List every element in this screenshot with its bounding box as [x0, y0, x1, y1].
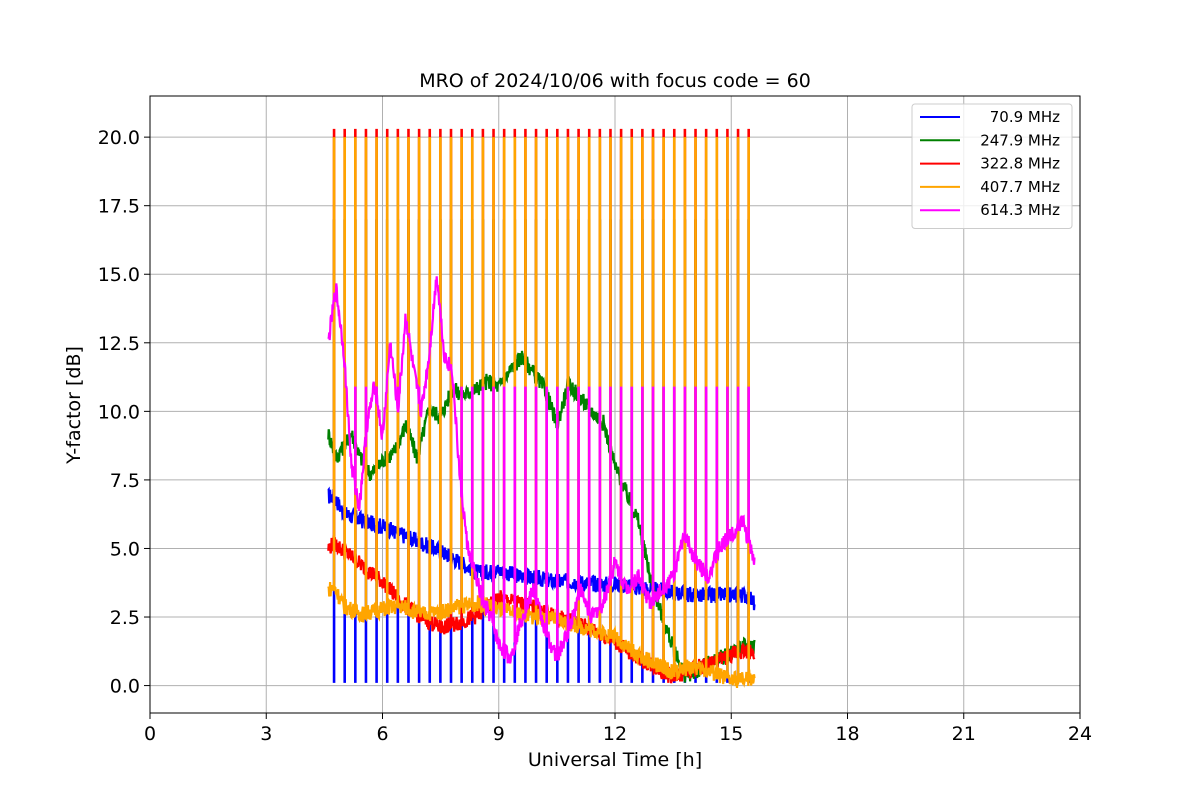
- legend-label: 407.7 MHz: [980, 178, 1060, 196]
- series-line: [327, 276, 756, 664]
- y-tick-label: 20.0: [98, 127, 140, 149]
- y-tick-label: 5.0: [110, 538, 140, 560]
- x-tick-label: 6: [376, 723, 388, 745]
- x-tick-label: 21: [952, 723, 976, 745]
- x-tick-label: 15: [719, 723, 743, 745]
- y-tick-label: 17.5: [98, 196, 140, 218]
- y-tick-label: 15.0: [98, 264, 140, 286]
- y-tick-label: 0.0: [110, 676, 140, 698]
- y-tick-label: 10.0: [98, 401, 140, 423]
- x-tick-label: 3: [260, 723, 272, 745]
- plot-series: [327, 128, 756, 688]
- series-614-3-mhz: [327, 276, 756, 664]
- legend-frame: [911, 103, 1073, 229]
- legend: 70.9 MHz 247.9 MHz 322.8 MHz 407.7 MHz 614.3…: [911, 103, 1073, 229]
- legend-label: 70.9 MHz: [990, 108, 1060, 126]
- x-axis-label: Universal Time [h]: [528, 749, 702, 771]
- axis-ticks: 0 3 6 9 12 15 18 21 24 0.0 2.5 5.0 7.5 10.0 12.5 15.0 17…: [98, 127, 1092, 745]
- y-tick-label: 7.5: [110, 470, 140, 492]
- series-line: [327, 486, 756, 611]
- x-tick-label: 9: [493, 723, 505, 745]
- legend-label: 247.9 MHz: [980, 131, 1060, 149]
- y-tick-label: 2.5: [110, 607, 140, 629]
- x-tick-label: 24: [1068, 723, 1092, 745]
- y-tick-label: 12.5: [98, 333, 140, 355]
- legend-label: 614.3 MHz: [980, 201, 1060, 219]
- legend-label: 322.8 MHz: [980, 155, 1060, 173]
- y-axis-label: Y-factor [dB]: [63, 346, 85, 465]
- x-tick-label: 0: [144, 723, 156, 745]
- x-tick-label: 12: [603, 723, 627, 745]
- x-tick-label: 18: [835, 723, 859, 745]
- chart-title: MRO of 2024/10/06 with focus code = 60: [419, 70, 811, 92]
